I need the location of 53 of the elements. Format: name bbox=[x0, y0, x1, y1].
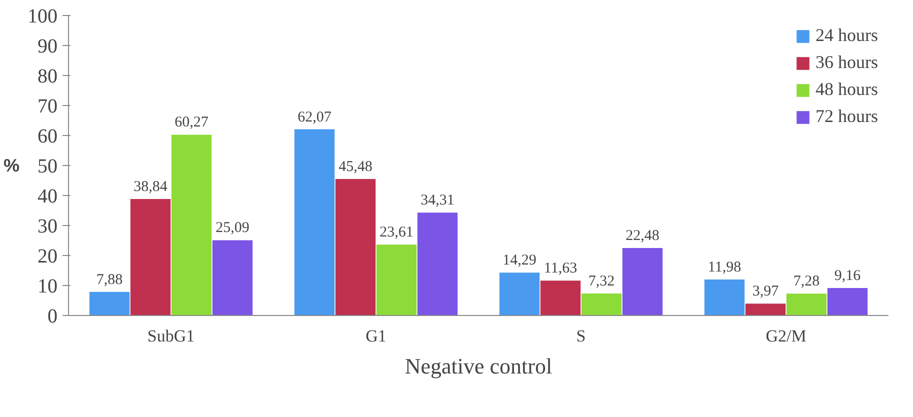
y-tick-label: 50 bbox=[38, 156, 58, 178]
y-tick-label: 0 bbox=[48, 306, 58, 328]
bar bbox=[622, 248, 663, 316]
data-label: 38,84 bbox=[134, 178, 168, 195]
x-tick-label: SubG1 bbox=[147, 326, 195, 346]
bar bbox=[417, 212, 458, 316]
data-label: 22,48 bbox=[626, 228, 660, 244]
y-tick-label: 40 bbox=[38, 186, 58, 208]
data-label: 23,61 bbox=[380, 224, 414, 241]
bar bbox=[786, 294, 827, 316]
bar bbox=[171, 134, 212, 316]
bar bbox=[212, 240, 253, 316]
bar bbox=[89, 292, 130, 316]
data-label: 9,16 bbox=[834, 268, 862, 284]
data-label: 7,88 bbox=[96, 272, 123, 288]
y-tick-label: 10 bbox=[38, 276, 58, 298]
bar bbox=[581, 294, 622, 316]
x-axis-title: Negative control bbox=[404, 354, 552, 378]
data-label: 14,29 bbox=[502, 252, 536, 269]
data-label: 11,98 bbox=[708, 260, 742, 276]
data-label: 7,28 bbox=[793, 274, 820, 290]
data-label: 60,27 bbox=[174, 114, 209, 131]
bar bbox=[130, 198, 171, 316]
x-tick-label: S bbox=[576, 326, 586, 346]
x-tick-label: G2/M bbox=[766, 326, 806, 346]
data-label: 3,97 bbox=[752, 284, 780, 300]
data-label: 7,32 bbox=[588, 274, 615, 290]
legend-label: 48 hours bbox=[816, 79, 878, 100]
y-tick-label: 90 bbox=[38, 36, 58, 58]
bar bbox=[499, 272, 540, 316]
data-label: 25,09 bbox=[216, 220, 250, 236]
bar bbox=[704, 280, 745, 316]
bar bbox=[335, 179, 376, 316]
y-tick-label: 80 bbox=[38, 66, 58, 88]
y-axis-title: % bbox=[3, 156, 20, 176]
legend-label: 36 hours bbox=[816, 52, 878, 73]
data-label: 45,48 bbox=[338, 159, 372, 176]
data-label: 11,63 bbox=[544, 260, 578, 277]
bar bbox=[827, 288, 868, 316]
legend-label: 24 hours bbox=[816, 25, 878, 46]
bar bbox=[294, 129, 335, 316]
y-tick-label: 100 bbox=[28, 6, 58, 28]
y-tick-label: 60 bbox=[38, 126, 58, 148]
legend-label: 72 hours bbox=[816, 106, 878, 127]
bar bbox=[540, 280, 581, 316]
y-tick-label: 70 bbox=[38, 96, 58, 118]
y-tick-label: 30 bbox=[38, 216, 58, 238]
bar bbox=[376, 244, 417, 316]
x-tick-label: G1 bbox=[366, 326, 386, 346]
data-label: 34,31 bbox=[420, 192, 454, 209]
y-tick-label: 20 bbox=[38, 246, 58, 268]
data-label: 62,07 bbox=[298, 109, 332, 126]
bar bbox=[745, 304, 786, 316]
